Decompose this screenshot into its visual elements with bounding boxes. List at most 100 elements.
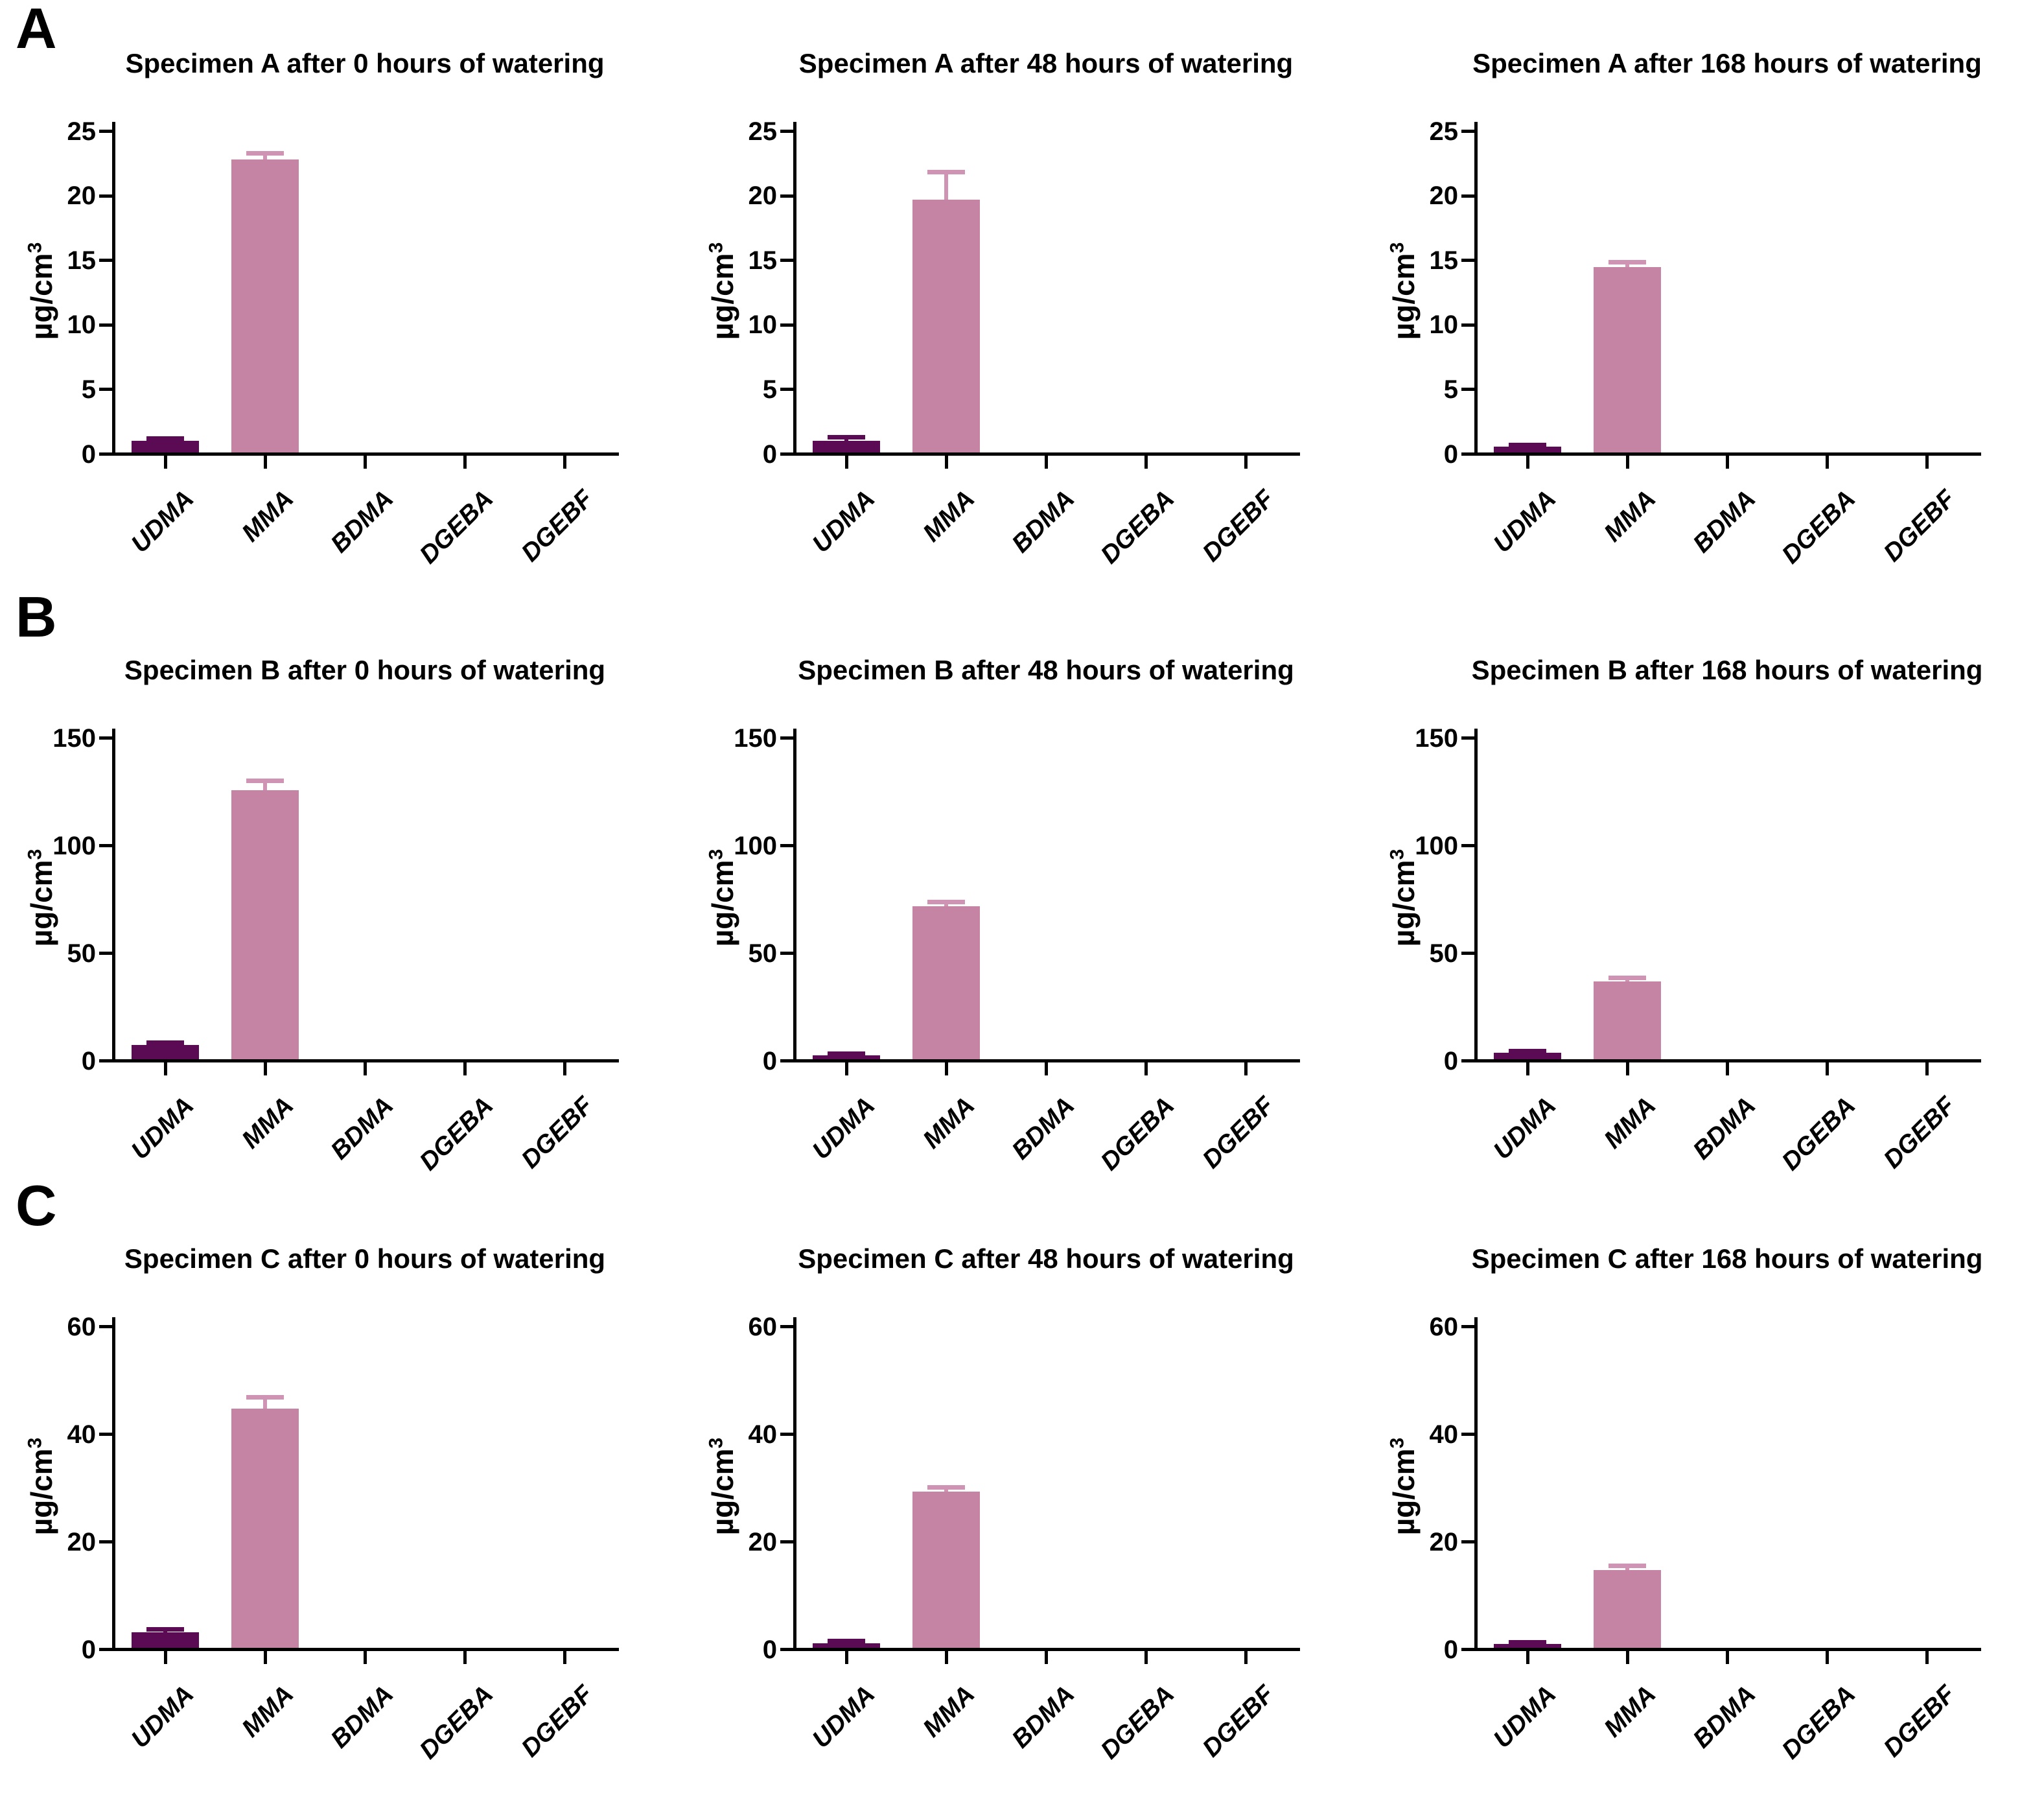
bar-udma — [813, 1643, 880, 1648]
bar-chart: Specimen A after 48 hours of watering µg/… — [681, 0, 1362, 589]
y-tick-label: 0 — [1443, 440, 1458, 469]
y-tick — [1461, 1433, 1476, 1436]
x-tick — [844, 1062, 848, 1075]
x-tick — [844, 456, 848, 469]
error-bar-stem — [1625, 262, 1629, 268]
y-tick — [780, 1059, 795, 1062]
error-bar-cap — [1509, 442, 1546, 447]
y-tick — [99, 323, 113, 327]
x-tick — [1526, 1651, 1529, 1664]
y-axis-line — [793, 729, 796, 1062]
y-tick — [780, 388, 795, 392]
y-axis-line — [112, 729, 115, 1062]
x-tick — [463, 1651, 467, 1664]
x-tick — [1925, 1651, 1929, 1664]
error-bar-cap — [927, 1485, 965, 1490]
bar-chart: Specimen B after 168 hours of watering µg… — [1362, 607, 2044, 1195]
y-tick — [1461, 130, 1476, 133]
y-tick — [780, 323, 795, 327]
y-tick-label: 25 — [67, 117, 97, 146]
y-tick-label: 15 — [1429, 246, 1459, 275]
chart-cell: Specimen B after 168 hours of watering µg… — [1362, 589, 2044, 1177]
bar-udma — [1494, 1644, 1561, 1648]
y-tick — [1461, 194, 1476, 198]
x-tick — [1725, 1651, 1729, 1664]
y-tick — [99, 952, 113, 955]
error-bar-stem — [263, 780, 267, 790]
chart-cell: B Specimen B after 0 hours of watering µg/… — [0, 589, 681, 1177]
error-bar-cap — [246, 778, 284, 783]
error-bar-cap — [828, 1051, 865, 1057]
y-tick-label: 0 — [762, 1635, 777, 1664]
y-tick-label: 10 — [1429, 311, 1459, 340]
error-bar-stem — [263, 153, 267, 159]
y-tick — [780, 736, 795, 740]
x-tick — [1625, 1651, 1629, 1664]
x-tick — [1725, 1062, 1729, 1075]
x-tick — [1044, 456, 1048, 469]
x-tick — [844, 1651, 848, 1664]
x-tick — [263, 1651, 267, 1664]
y-tick — [99, 388, 113, 392]
bar-mma — [231, 790, 299, 1059]
x-tick — [1144, 1062, 1148, 1075]
y-tick-label: 20 — [748, 182, 778, 211]
y-tick-label: 0 — [81, 1046, 96, 1075]
bar-mma — [912, 199, 980, 452]
x-tick — [1244, 1062, 1248, 1075]
x-tick — [1925, 1062, 1929, 1075]
y-tick-label: 5 — [1443, 375, 1458, 404]
y-tick-label: 0 — [81, 440, 96, 469]
error-bar-cap — [828, 434, 865, 440]
x-tick — [1044, 1062, 1048, 1075]
y-tick — [1461, 1540, 1476, 1543]
x-tick — [363, 456, 367, 469]
bar-mma — [1594, 267, 1661, 452]
x-axis-line — [793, 1059, 1300, 1062]
bar-udma — [1494, 1053, 1561, 1059]
y-tick-label: 150 — [734, 723, 777, 753]
x-axis-line — [1474, 1648, 1981, 1651]
x-tick — [1725, 456, 1729, 469]
bar-chart: Specimen C after 168 hours of watering µg… — [1362, 1195, 2044, 1785]
x-tick — [944, 456, 948, 469]
y-tick — [99, 1325, 113, 1328]
y-tick — [1461, 844, 1476, 847]
y-axis-label-text: µg/cm — [706, 860, 739, 947]
y-tick-label: 50 — [1429, 939, 1459, 968]
chart-title: Specimen A after 48 hours of watering — [798, 48, 1294, 78]
x-axis-line — [793, 1648, 1300, 1651]
error-bar-cap — [1608, 976, 1646, 981]
y-axis-line — [112, 122, 115, 456]
y-tick-label: 0 — [762, 1046, 777, 1075]
y-axis-label-text: µg/cm — [706, 1448, 739, 1536]
y-axis-label-text: µg/cm — [1387, 1448, 1421, 1536]
y-axis-line — [1474, 122, 1478, 456]
chart-cell: Specimen B after 48 hours of watering µg/… — [681, 589, 1362, 1177]
x-tick — [1925, 456, 1929, 469]
error-bar-cap — [927, 900, 965, 905]
figure-grid: A Specimen A after 0 hours of watering µg/… — [0, 0, 2044, 1766]
y-tick-label: 20 — [748, 1527, 778, 1556]
error-bar-cap — [1608, 259, 1646, 264]
y-tick-label: 50 — [748, 939, 778, 968]
y-tick-label: 100 — [1415, 831, 1458, 860]
x-tick — [563, 456, 566, 469]
y-tick — [780, 259, 795, 263]
y-tick-label: 10 — [748, 311, 778, 340]
x-tick — [363, 1651, 367, 1664]
x-tick — [263, 1062, 267, 1075]
x-tick — [1825, 1062, 1829, 1075]
chart-cell: Specimen A after 168 hours of watering µg… — [1362, 0, 2044, 589]
y-axis-label-text: µg/cm — [25, 860, 58, 947]
y-tick — [99, 1059, 113, 1062]
chart-title: Specimen B after 48 hours of watering — [798, 655, 1294, 685]
error-bar-cap — [246, 1394, 284, 1400]
error-bar-cap — [146, 436, 184, 441]
y-tick — [99, 1540, 113, 1543]
y-axis-line — [793, 122, 796, 456]
y-tick-label: 20 — [67, 182, 97, 211]
x-tick — [563, 1062, 566, 1075]
chart-cell: Specimen C after 168 hours of watering µg… — [1362, 1177, 2044, 1766]
x-tick — [463, 456, 467, 469]
